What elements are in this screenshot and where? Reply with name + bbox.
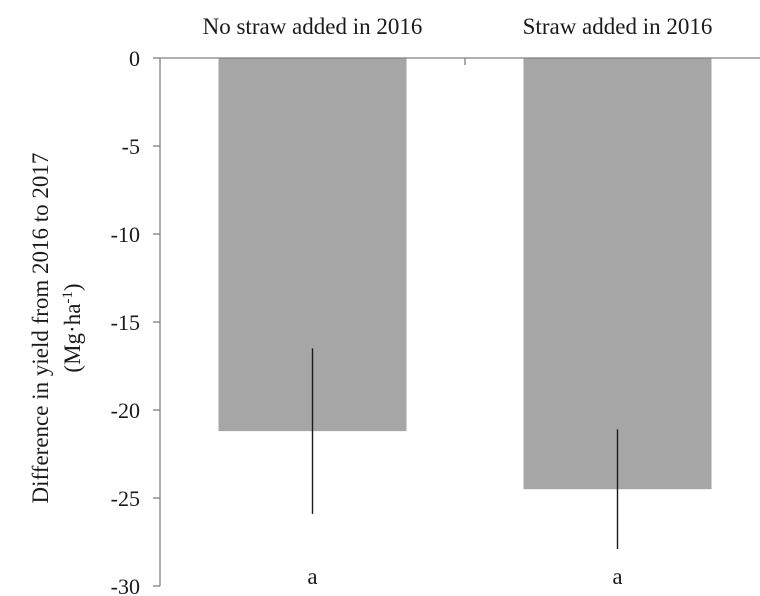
category-label-1: No straw added in 2016 [203,14,423,39]
category-label-2: Straw added in 2016 [523,14,713,39]
plot-area: 0 -5 -10 -15 -20 -25 -30 No straw added in 2016… [111,14,760,596]
y-tick-label: -30 [111,574,140,596]
significance-letter-2: a [612,564,622,589]
y-axis-title-unit-close: ) [60,283,85,291]
y-axis-title-line1: Difference in yield from 2016 to 2017 [28,153,53,504]
y-tick-label: -20 [111,398,140,423]
y-tick-label: -10 [111,222,140,247]
bar-2 [523,58,712,490]
y-tick-label: -25 [111,486,140,511]
y-axis-title-unit: (Mg·ha [60,304,85,373]
y-axis-title: Difference in yield from 2016 to 2017 (M… [28,153,85,504]
y-axis-title-unit-exponent: -1 [60,291,76,304]
y-tick-label: -15 [111,310,140,335]
significance-letter-1: a [307,564,317,589]
y-tick-label: 0 [129,46,140,71]
y-tick-label: -5 [122,134,140,159]
y-axis-title-line2: (Mg·ha-1) [60,283,85,372]
